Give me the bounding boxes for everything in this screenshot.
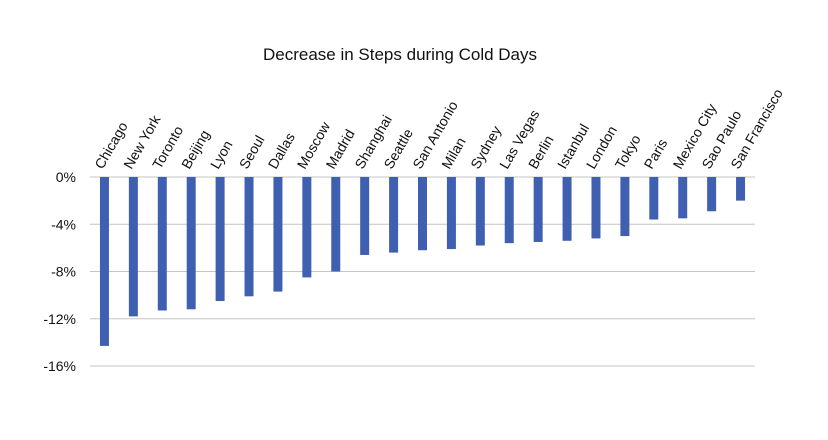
bar <box>418 177 427 251</box>
bar <box>678 177 688 219</box>
y-tick-label: 0% <box>56 169 76 185</box>
bar <box>157 177 167 311</box>
x-category-label: Tokyo <box>612 132 644 172</box>
bar <box>591 177 601 239</box>
x-category-label: Paris <box>641 136 671 172</box>
chart-title: Decrease in Steps during Cold Days <box>263 45 537 64</box>
x-category-label: Seoul <box>236 132 268 171</box>
x-category-label: Milan <box>438 135 469 172</box>
gridlines <box>90 176 755 367</box>
bar <box>99 177 109 346</box>
bar <box>302 177 312 278</box>
x-category-label: Dallas <box>265 130 298 172</box>
bar <box>620 177 630 237</box>
bar <box>707 177 717 212</box>
y-tick-label: -12% <box>43 311 76 327</box>
y-tick-label: -16% <box>43 358 76 374</box>
bars <box>99 177 746 346</box>
bar <box>389 177 399 253</box>
bar <box>504 177 514 244</box>
bar <box>736 177 746 201</box>
y-tick-label: -8% <box>51 264 76 280</box>
bar <box>244 177 254 297</box>
bar <box>533 177 543 242</box>
bar <box>475 177 485 246</box>
x-category-label: Lyon <box>207 138 236 172</box>
y-axis-ticks: 0% -4% -8% -12% -16% <box>43 169 76 374</box>
bar <box>215 177 225 302</box>
x-category-label: Berlin <box>525 132 557 171</box>
bar <box>128 177 138 317</box>
bar <box>273 177 283 292</box>
bar <box>562 177 572 241</box>
bar <box>186 177 196 310</box>
bar <box>649 177 659 220</box>
bar <box>331 177 341 272</box>
bar <box>446 177 456 250</box>
y-tick-label: -4% <box>51 216 76 232</box>
bar <box>360 177 370 255</box>
